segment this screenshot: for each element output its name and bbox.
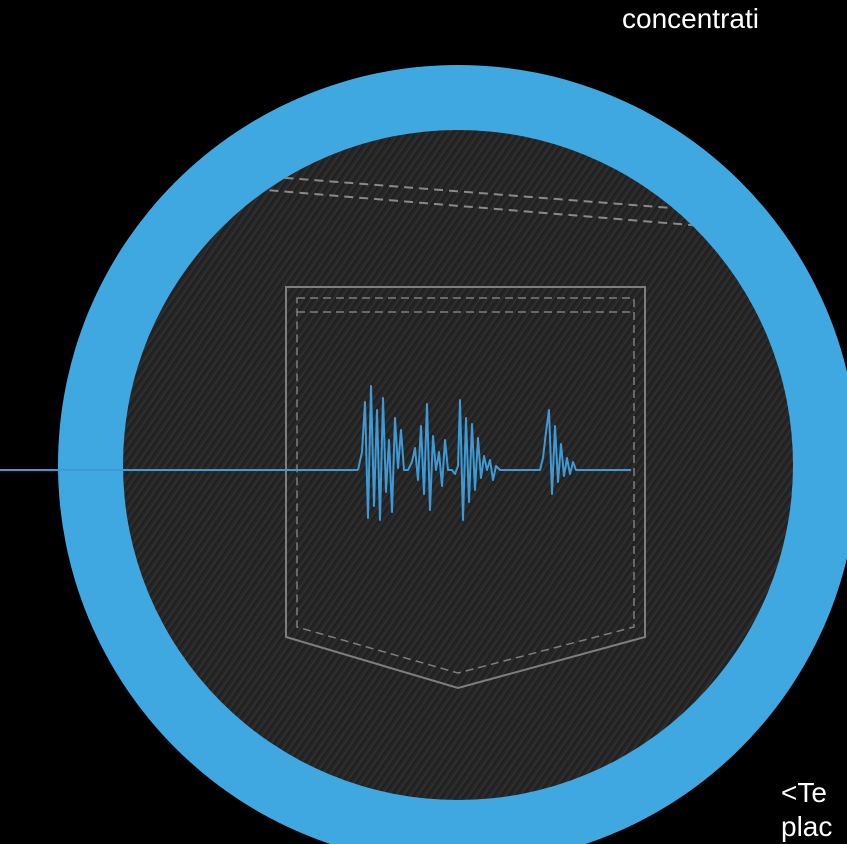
pocket-outline — [285, 286, 646, 690]
caption-bottom: <Te plac — [781, 776, 832, 844]
jeans-pocket-icon — [285, 286, 646, 690]
caption-top: concentrati — [622, 3, 759, 34]
caption-bottom-line-1: <Te — [781, 777, 827, 808]
pocket-stitch-outer — [296, 297, 635, 674]
audio-waveform-icon — [0, 385, 631, 521]
waveform-burst-1 — [357, 385, 631, 521]
caption-bottom-line-2: plac — [781, 811, 833, 842]
